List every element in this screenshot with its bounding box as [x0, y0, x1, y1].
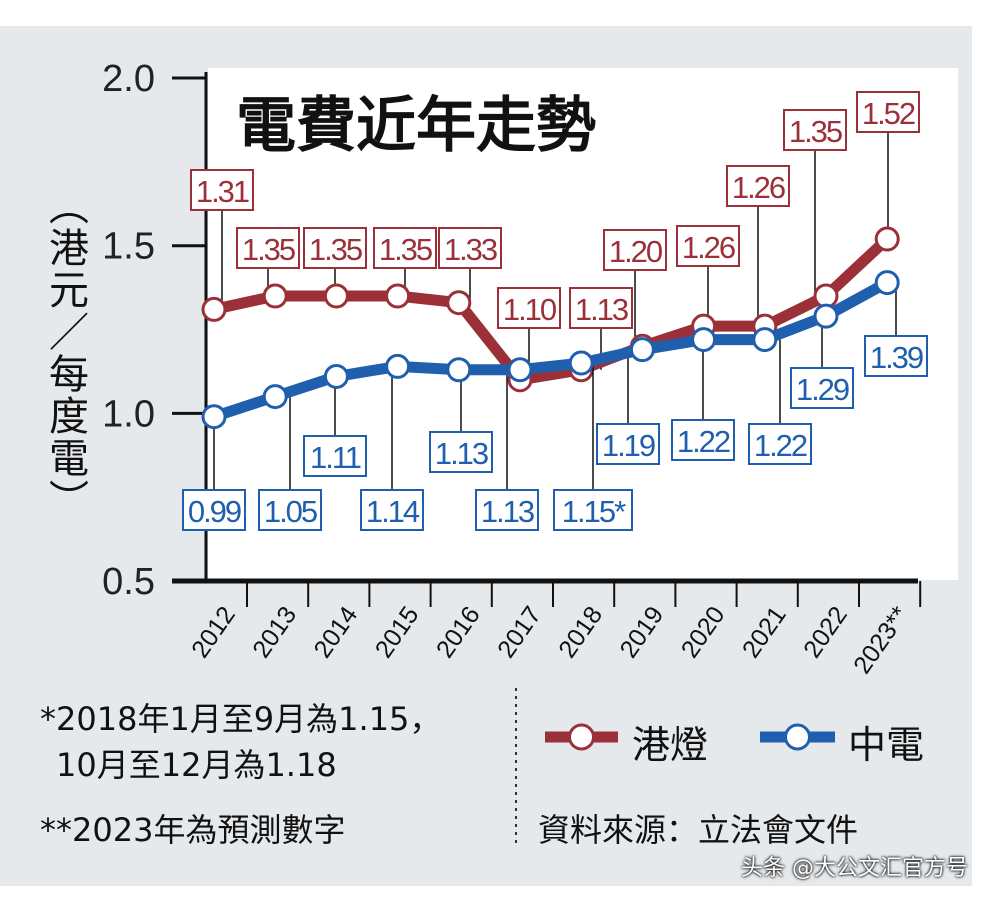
- data-point: [874, 270, 900, 296]
- data-label-box: [856, 91, 920, 133]
- data-label: 1.29: [796, 372, 849, 407]
- y-tick-label: 1.0: [102, 393, 155, 435]
- data-label-box: [783, 109, 847, 151]
- legend-marker-clp: [784, 723, 811, 751]
- x-tick-label: 2012: [186, 601, 241, 663]
- data-label-box: [373, 227, 437, 269]
- data-label-box: [596, 423, 660, 465]
- data-label-box: [553, 489, 633, 531]
- data-label: 1.13: [575, 292, 628, 327]
- x-tick-label: 2015: [370, 601, 425, 663]
- data-label-box: [864, 335, 928, 377]
- data-label: 1.31: [196, 174, 249, 209]
- data-label: 1.39: [870, 340, 923, 375]
- data-label-box: [603, 229, 667, 271]
- data-label: 1.35: [379, 232, 432, 267]
- y-axis-label: （港元／每度電）: [42, 185, 88, 521]
- data-point: [201, 404, 227, 430]
- data-point: [446, 357, 472, 383]
- data-label-box: [360, 489, 424, 531]
- data-label: 1.05: [264, 494, 317, 529]
- data-label: 1.13: [481, 494, 534, 529]
- data-label: 1.10: [503, 292, 557, 327]
- watermark: 头条 @大公文汇官方号: [741, 856, 968, 881]
- chart-title: 電費近年走勢: [236, 91, 596, 161]
- x-tick-label: 2016: [431, 601, 486, 663]
- data-point: [262, 283, 288, 309]
- x-tick-label: 2020: [676, 601, 731, 663]
- data-point: [507, 357, 533, 383]
- y-tick-label: 1.5: [102, 226, 155, 268]
- data-label: 1.52: [862, 96, 915, 131]
- x-tick-label: 2014: [308, 601, 363, 663]
- footnote-2018-cont: 10月至12月為1.18: [56, 746, 337, 784]
- data-label-box: [236, 227, 300, 269]
- x-tick-label: 2022: [798, 601, 853, 663]
- x-tick-label: 2019: [614, 601, 669, 663]
- data-point: [201, 296, 227, 322]
- source-note: 資料來源：立法會文件: [538, 811, 859, 849]
- data-label: 1.15*: [562, 494, 626, 529]
- data-label-box: [303, 227, 367, 269]
- data-label-box: [676, 225, 740, 267]
- data-label: 1.22: [677, 424, 730, 459]
- data-label: 1.13: [435, 436, 488, 471]
- x-tick-label: 2013: [247, 601, 302, 663]
- legend-marker-hk-electric: [568, 723, 595, 751]
- data-label: 1.11: [310, 440, 361, 475]
- legend-label-clp: 中電: [848, 723, 925, 767]
- data-label-box: [182, 489, 246, 531]
- footnote-2023: **2023年為預測數字: [40, 811, 346, 849]
- data-label-box: [475, 489, 539, 531]
- data-point: [568, 350, 594, 376]
- data-point: [323, 283, 349, 309]
- data-label: 1.14: [366, 494, 420, 529]
- series-clp: 0.99 1.05 1.111.14 1.13 1.13 1.15* 1.19 1.22 1.2…: [182, 270, 928, 531]
- data-label-box: [190, 169, 254, 211]
- data-point: [752, 327, 778, 353]
- data-point: [385, 353, 411, 379]
- data-label-box: [303, 435, 367, 477]
- data-label-box: [748, 423, 812, 465]
- x-tick-label: 2017: [492, 601, 547, 663]
- footnote-2018: *2018年1月至9月為1.15，: [40, 700, 442, 738]
- data-point: [385, 283, 411, 309]
- x-tick-label: 2018: [553, 601, 608, 663]
- data-point: [813, 303, 839, 329]
- data-label-box: [790, 367, 854, 409]
- data-label-box: [671, 419, 735, 461]
- data-label-box: [726, 165, 790, 207]
- data-label: 1.35: [789, 114, 842, 149]
- data-label-box: [429, 431, 493, 473]
- x-tick-label: 2021: [737, 601, 792, 663]
- data-label: 1.26: [732, 170, 785, 205]
- data-point: [262, 384, 288, 410]
- y-tick-label: 2.0: [102, 58, 155, 100]
- data-label-box: [438, 227, 502, 269]
- data-label: 0.99: [188, 494, 241, 529]
- data-label-box: [497, 287, 561, 329]
- data-point: [874, 226, 900, 252]
- legend-label-hk-electric: 港燈: [632, 723, 709, 767]
- data-point: [691, 327, 717, 353]
- data-label: 1.35: [242, 232, 295, 267]
- data-label: 1.19: [602, 428, 655, 463]
- data-point: [446, 290, 472, 316]
- data-point: [629, 337, 655, 363]
- series-hk-electric: 1.31 1.35 1.35 1.35 1.331.10 1.13 1.20 1.26 1.26…: [190, 91, 920, 393]
- data-label: 1.22: [754, 428, 807, 463]
- x-tick-label: 2023**: [848, 601, 914, 679]
- data-label-box: [569, 287, 633, 329]
- data-label: 1.26: [682, 230, 735, 265]
- data-label-box: [258, 489, 322, 531]
- data-label: 1.20: [609, 234, 663, 269]
- y-tick-label: 0.5: [102, 561, 155, 603]
- data-label: 1.33: [444, 232, 497, 267]
- data-label: 1.35: [309, 232, 362, 267]
- data-point: [323, 363, 349, 389]
